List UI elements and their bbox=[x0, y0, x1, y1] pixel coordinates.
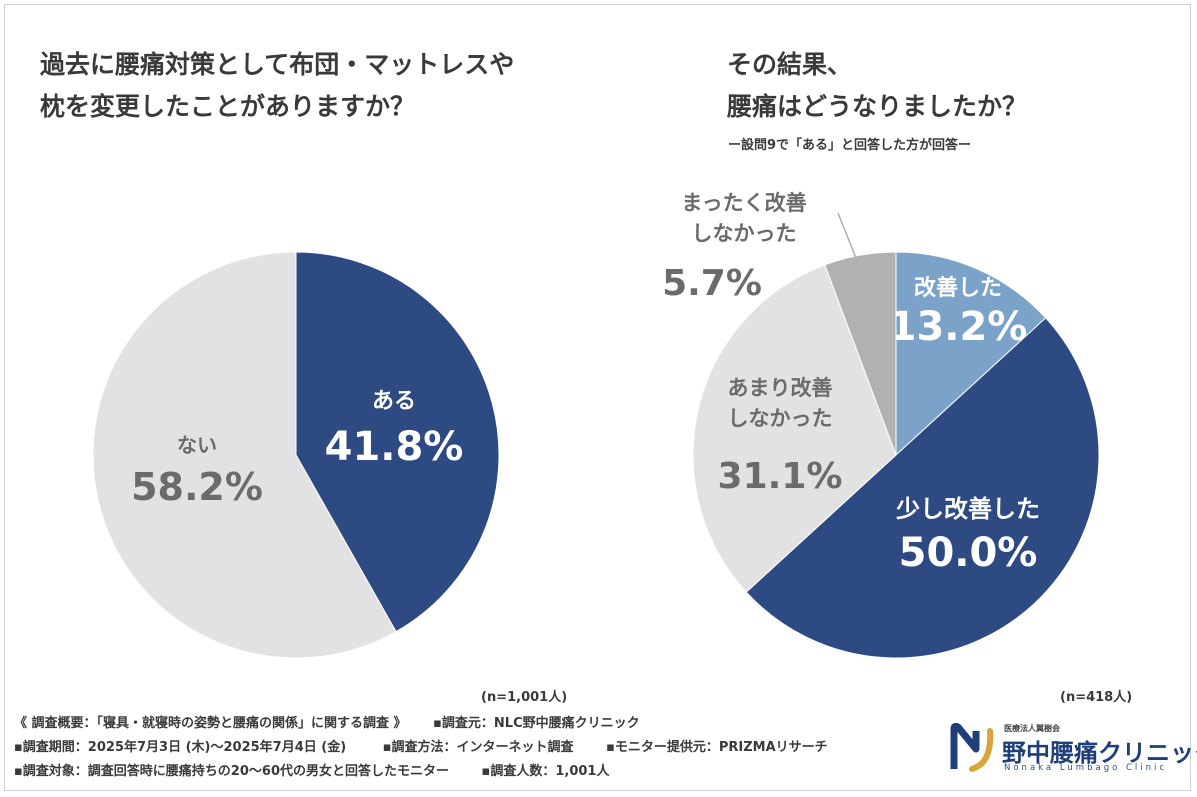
leader-line bbox=[837, 212, 857, 259]
clinic-logo-subtitle: Nonaka Lumbago Clinic bbox=[1004, 763, 1168, 773]
pie-slice bbox=[824, 251, 897, 456]
slice-value-label: 5.7% bbox=[662, 263, 762, 304]
slice-label: しなかった bbox=[728, 406, 833, 430]
survey-target: ▪調査対象：調査回答時に腰痛持ちの20〜60代の男女と回答したモニター bbox=[14, 764, 449, 779]
right-title-line1: その結果、 bbox=[727, 50, 853, 79]
pie-slice bbox=[295, 251, 500, 633]
pie-chart-left: ある 41.8% ない 58.2% bbox=[92, 251, 500, 659]
footer-row-3: ▪調査対象：調査回答時に腰痛持ちの20〜60代の男女と回答したモニター ▪調査人… bbox=[14, 761, 609, 783]
slice-value-label: 41.8% bbox=[325, 424, 464, 470]
survey-summary: 《 調査概要：「寝具・就寝時の姿勢と腰痛の関係」に関する調査 》 bbox=[14, 716, 407, 731]
left-sample-size: (n=1,001人) bbox=[481, 690, 568, 705]
pie-slice bbox=[895, 251, 1047, 457]
left-title-line1: 過去に腰痛対策として布団・マットレスや bbox=[40, 50, 515, 79]
survey-monitor: ▪モニター提供元：PRIZMAリサーチ bbox=[606, 740, 828, 755]
pie-slice bbox=[92, 251, 397, 659]
right-title-line2: 腰痛はどうなりましたか？ bbox=[727, 92, 1028, 121]
right-sample-size: (n=418人) bbox=[1060, 690, 1133, 705]
right-chart-note: ー設問9で「ある」と回答した方が回答ー bbox=[728, 138, 972, 153]
clinic-logo: 医療法人翼樹会 野中腰痛クリニック Nonaka Lumbago Clinic bbox=[950, 723, 1197, 773]
pie-slice bbox=[692, 264, 897, 593]
slice-label: ない bbox=[177, 433, 217, 457]
survey-method: ▪調査方法：インターネット調査 bbox=[382, 740, 574, 755]
clinic-logo-name: 野中腰痛クリニック bbox=[1002, 739, 1197, 767]
slice-value-label: 58.2% bbox=[131, 465, 263, 509]
clinic-logo-corp: 医療法人翼樹会 bbox=[1004, 724, 1060, 733]
slice-label: あまり改善 bbox=[728, 376, 833, 400]
slice-label: ある bbox=[372, 389, 416, 414]
slice-label: 少し改善した bbox=[895, 495, 1040, 523]
survey-count: ▪調査人数：1,001人 bbox=[481, 764, 610, 779]
footer-row-2: ▪調査期間：2025年7月3日 (木)〜2025年7月4日 (金) ▪調査方法：… bbox=[14, 737, 828, 759]
image-frame bbox=[4, 4, 1191, 791]
left-chart-title: 過去に腰痛対策として布団・マットレスや 枕を変更したことがありますか？ bbox=[40, 44, 514, 128]
slice-value-label: 31.1% bbox=[718, 456, 843, 497]
left-title-line2: 枕を変更したことがありますか？ bbox=[40, 92, 416, 121]
slice-label: しなかった bbox=[692, 221, 797, 245]
slice-value-label: 50.0% bbox=[899, 530, 1038, 576]
pie-chart-right: 改善した13.2%少し改善した50.0%あまり改善しなかった31.1%まったく改… bbox=[662, 191, 1100, 659]
clinic-logo-mark-icon bbox=[950, 723, 994, 772]
slice-value-label: 13.2% bbox=[889, 304, 1028, 350]
survey-period: ▪調査期間：2025年7月3日 (木)〜2025年7月4日 (金) bbox=[14, 740, 347, 755]
right-chart-title: その結果、 腰痛はどうなりましたか？ bbox=[727, 44, 1027, 128]
slice-label: まったく改善 bbox=[681, 191, 806, 215]
survey-source: ▪調査元：NLC野中腰痛クリニック bbox=[433, 716, 640, 731]
pie-slice bbox=[745, 317, 1100, 659]
footer-row-1: 《 調査概要：「寝具・就寝時の姿勢と腰痛の関係」に関する調査 》 ▪調査元：NL… bbox=[14, 713, 640, 735]
slice-label: 改善した bbox=[914, 275, 1002, 301]
